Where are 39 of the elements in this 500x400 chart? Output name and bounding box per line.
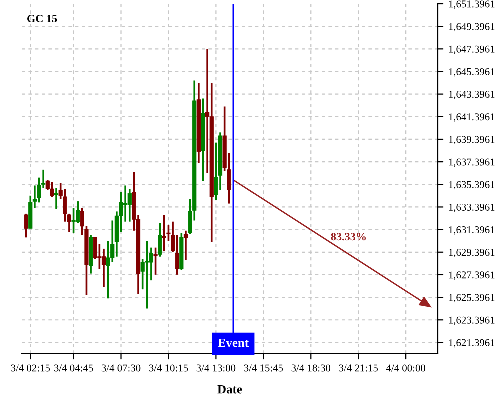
y-tick-label: 1,623.3961 (449, 316, 495, 326)
y-tick-label: 1,625.3961 (449, 294, 495, 303)
y-tick-label: 1,627.3961 (449, 272, 495, 280)
x-tick-label: 3/4 15:45 (244, 364, 284, 372)
candlestick (24, 213, 28, 239)
candlestick (184, 230, 188, 262)
candlestick (54, 187, 59, 210)
x-axis-title: Date (218, 385, 242, 394)
y-tick-label: 1,647.3961 (449, 46, 495, 54)
ref-line-label: Event (218, 338, 250, 348)
x-tick-label: 3/4 13:00 (196, 364, 236, 372)
candlestick (158, 222, 162, 258)
annotation: 83.33% (331, 233, 366, 241)
x-tick-label: 3/4 02:15 (11, 364, 50, 372)
x-tick-label: 3/4 18:30 (292, 364, 331, 372)
candlestick (154, 246, 158, 276)
y-tick-label: 1,639.3961 (449, 136, 495, 145)
y-tick-label: 1,637.3961 (449, 158, 495, 168)
x-tick-label: 3/4 10:15 (149, 364, 188, 372)
x-tick-label: 4/4 00:00 (386, 364, 426, 372)
y-tick-label: 1,621.3961 (449, 339, 495, 348)
y-tick-label: 1,631.3961 (449, 226, 495, 236)
y-tick-label: 1,643.3961 (449, 91, 495, 100)
y-tick-label: 1,629.3961 (449, 249, 495, 258)
y-tick-label: 1,633.3961 (449, 204, 495, 212)
candlestick (72, 207, 76, 234)
x-tick-label: 3/4 07:30 (102, 364, 141, 372)
y-tick-label: 1,641.3961 (449, 114, 495, 122)
candlestick (50, 181, 54, 198)
y-tick-label: 1,635.3961 (449, 181, 495, 190)
y-tick-label: 1,649.3961 (449, 23, 495, 32)
text: GC 15 (28, 15, 58, 23)
x-tick-label: 3/4 21:15 (339, 364, 378, 372)
candlestick (175, 234, 180, 276)
candlestick (102, 248, 106, 288)
candlestick (128, 188, 132, 223)
y-tick-label: 1,645.3961 (449, 68, 495, 77)
y-tick-label: 1,651.3961 (449, 0, 495, 10)
x-tick-label: 3/4 04:45 (54, 364, 94, 372)
